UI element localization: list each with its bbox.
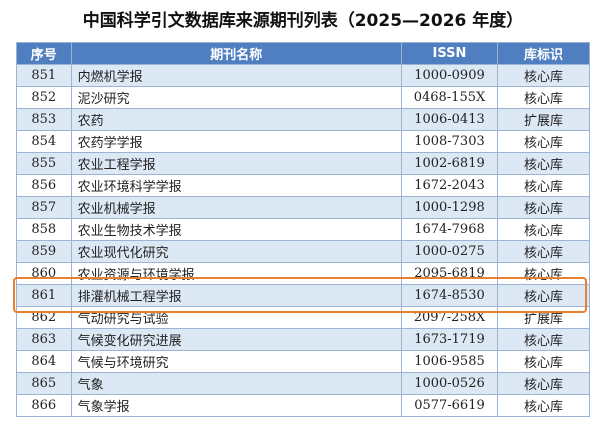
table-cell: 泥沙研究 [70, 86, 402, 109]
table-cell: 核心库 [497, 240, 590, 263]
table-row: 863 气候变化研究进展 1673-1719 核心库 [16, 328, 590, 351]
journal-table: 序号 期刊名称 ISSN 库标识 851 内燃机学报 1000-0909 核心库 852 泥沙研… [16, 42, 590, 417]
table-cell: 1006-9585 [400, 350, 499, 373]
table-cell: 865 [16, 372, 72, 395]
table-cell: 853 [16, 108, 72, 131]
table-row: 851 内燃机学报 1000-0909 核心库 [16, 64, 590, 87]
table-cell: 1674-8530 [400, 284, 499, 307]
table-cell: 核心库 [497, 86, 590, 109]
column-header: 库标识 [497, 42, 590, 65]
table-cell: 1008-7303 [400, 130, 499, 153]
table-row: 852 泥沙研究 0468-155X 核心库 [16, 86, 590, 109]
table-cell: 核心库 [497, 328, 590, 351]
table-cell: 核心库 [497, 218, 590, 241]
table-row: 866 气象学报 0577-6619 核心库 [16, 394, 590, 417]
header-row: 序号 期刊名称 ISSN 库标识 [16, 42, 590, 65]
table-cell: 核心库 [497, 174, 590, 197]
table-cell: 856 [16, 174, 72, 197]
table-row: 856 农业环境科学学报 1672-2043 核心库 [16, 174, 590, 197]
table-cell: 核心库 [497, 350, 590, 373]
column-header: ISSN [400, 42, 499, 65]
column-header: 序号 [16, 42, 72, 65]
table-cell: 农药学学报 [70, 130, 402, 153]
table-cell: 1006-0413 [400, 108, 499, 131]
table-cell: 农业工程学报 [70, 152, 402, 175]
table-cell: 核心库 [497, 372, 590, 395]
table-cell: 农业环境科学学报 [70, 174, 402, 197]
table-cell: 852 [16, 86, 72, 109]
table-cell: 核心库 [497, 64, 590, 87]
table-cell: 1000-0526 [400, 372, 499, 395]
table-cell: 1674-7968 [400, 218, 499, 241]
table-body: 851 内燃机学报 1000-0909 核心库 852 泥沙研究 0468-155X 核心库 8… [16, 64, 590, 417]
table-cell: 气候变化研究进展 [70, 328, 402, 351]
table-cell: 857 [16, 196, 72, 219]
table-cell: 核心库 [497, 394, 590, 417]
table-cell: 气候与环境研究 [70, 350, 402, 373]
table-cell: 864 [16, 350, 72, 373]
title: 中国科学引文数据库来源期刊列表（2025—2026 年度） [82, 11, 524, 31]
table-row: 853 农药 1006-0413 扩展库 [16, 108, 590, 131]
table-cell: 核心库 [497, 152, 590, 175]
table-row: 854 农药学学报 1008-7303 核心库 [16, 130, 590, 153]
table-cell: 农业生物技术学报 [70, 218, 402, 241]
table-cell: 农药 [70, 108, 402, 131]
table-cell: 扩展库 [497, 108, 590, 131]
table-cell: 内燃机学报 [70, 64, 402, 87]
table-row: 857 农业机械学报 1000-1298 核心库 [16, 196, 590, 219]
table-cell: 农业现代化研究 [70, 240, 402, 263]
table-cell: 854 [16, 130, 72, 153]
table-cell: 866 [16, 394, 72, 417]
highlight-box [13, 277, 587, 313]
table-row: 865 气象 1000-0526 核心库 [16, 372, 590, 395]
column-header: 期刊名称 [70, 42, 402, 65]
table-cell: 1000-1298 [400, 196, 499, 219]
table-cell: 农业机械学报 [70, 196, 402, 219]
table-row: 864 气候与环境研究 1006-9585 核心库 [16, 350, 590, 373]
table-cell: 0468-155X [400, 86, 499, 109]
table-cell: 气象 [70, 372, 402, 395]
table-cell: 气象学报 [70, 394, 402, 417]
table-cell: 1000-0275 [400, 240, 499, 263]
table-cell: 858 [16, 218, 72, 241]
table-cell: 855 [16, 152, 72, 175]
table-row: 855 农业工程学报 1002-6819 核心库 [16, 152, 590, 175]
table-cell: 851 [16, 64, 72, 87]
table-row: 861 排灌机械工程学报 1674-8530 核心库 [16, 284, 590, 307]
table-row: 858 农业生物技术学报 1674-7968 核心库 [16, 218, 590, 241]
table-cell: 863 [16, 328, 72, 351]
table-cell: 1000-0909 [400, 64, 499, 87]
table-cell: 1673-1719 [400, 328, 499, 351]
table-cell: 859 [16, 240, 72, 263]
table-cell: 1672-2043 [400, 174, 499, 197]
table-cell: 排灌机械工程学报 [70, 284, 402, 307]
table-cell: 861 [16, 284, 72, 307]
table-cell: 0577-6619 [400, 394, 499, 417]
table-row: 859 农业现代化研究 1000-0275 核心库 [16, 240, 590, 263]
table-cell: 核心库 [497, 130, 590, 153]
table-cell: 核心库 [497, 284, 590, 307]
table-cell: 1002-6819 [400, 152, 499, 175]
table-cell: 核心库 [497, 196, 590, 219]
